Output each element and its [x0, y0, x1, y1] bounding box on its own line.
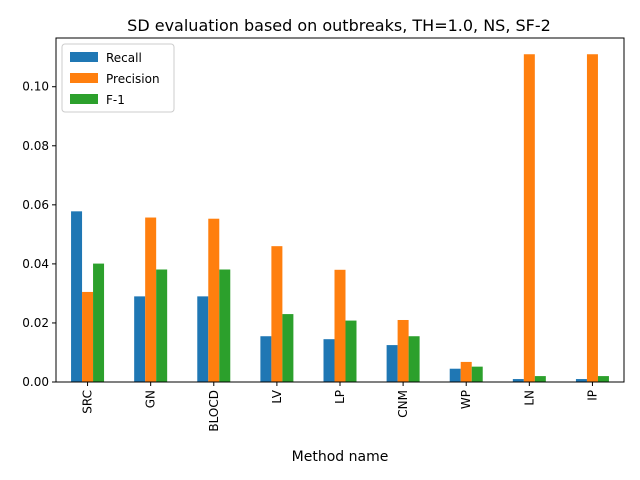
y-tick-label: 0.00 — [22, 375, 49, 389]
x-axis: SRC GN BLOCD LV LP CNM WP LN IP — [81, 382, 599, 432]
x-tick-label: CNM — [396, 390, 410, 418]
bar-f1-ln — [534, 376, 546, 382]
bar-precision-src — [82, 291, 94, 382]
bars-group — [71, 54, 609, 382]
bar-recall-ln — [512, 379, 524, 382]
bar-recall-src — [71, 211, 83, 382]
bar-f1-ip — [597, 376, 609, 382]
legend-swatch — [70, 52, 98, 62]
bar-precision-gn — [145, 217, 157, 382]
legend: Recall Precision F-1 — [61, 43, 175, 113]
y-tick-label: 0.10 — [22, 80, 49, 94]
y-axis: 0.00 0.02 0.04 0.06 0.08 0.10 — [22, 80, 56, 389]
bar-f1-blocd — [219, 269, 231, 382]
y-tick-label: 0.04 — [22, 257, 49, 271]
x-axis-label: Method name — [292, 449, 389, 465]
x-tick-label: LV — [270, 389, 284, 403]
bar-recall-gn — [134, 296, 146, 382]
y-tick-label: 0.08 — [22, 139, 49, 153]
x-tick-label: SRC — [81, 390, 95, 414]
bar-f1-gn — [156, 269, 168, 382]
legend-label: Precision — [106, 72, 160, 86]
bar-precision-wp — [460, 361, 472, 382]
x-tick-label: WP — [459, 390, 473, 409]
bar-f1-wp — [471, 366, 483, 382]
legend-label: F-1 — [106, 93, 125, 107]
chart-title: SD evaluation based on outbreaks, TH=1.0… — [127, 16, 551, 35]
bar-precision-ip — [586, 54, 598, 382]
bar-f1-lv — [282, 314, 294, 382]
bar-precision-blocd — [208, 218, 220, 382]
x-tick-label: LN — [522, 390, 536, 406]
x-tick-label: BLOCD — [207, 390, 221, 432]
legend-swatch — [70, 94, 98, 104]
plot-frame — [55, 37, 625, 383]
x-tick-label: IP — [585, 390, 599, 401]
bar-f1-src — [93, 263, 105, 382]
bar-recall-lp — [323, 339, 335, 382]
bar-precision-lv — [271, 246, 283, 382]
y-tick-label: 0.02 — [22, 316, 49, 330]
bar-recall-blocd — [197, 296, 209, 382]
bar-precision-lp — [334, 269, 346, 382]
bar-recall-ip — [575, 379, 587, 382]
bar-precision-ln — [523, 54, 535, 382]
legend-swatch — [70, 73, 98, 83]
bar-precision-cnm — [397, 319, 409, 382]
legend-label: Recall — [106, 51, 142, 65]
x-tick-label: LP — [333, 390, 347, 404]
bar-f1-cnm — [408, 336, 420, 382]
y-tick-label: 0.06 — [22, 198, 49, 212]
bar-recall-lv — [260, 336, 272, 382]
bar-f1-lp — [345, 320, 357, 382]
bar-recall-wp — [449, 368, 461, 382]
x-tick-label: GN — [144, 390, 158, 408]
bar-recall-cnm — [386, 345, 398, 382]
